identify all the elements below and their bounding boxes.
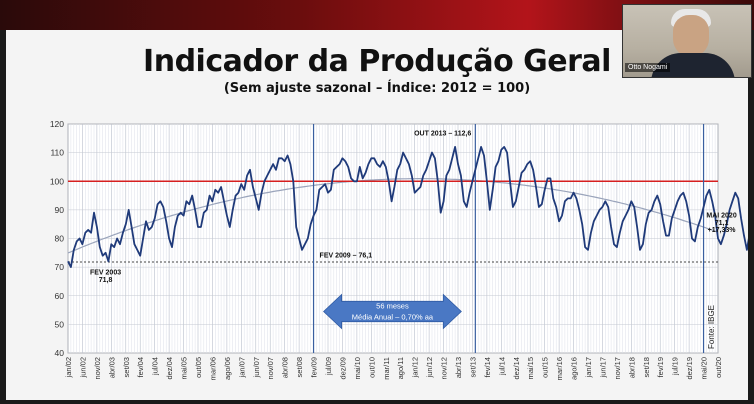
source-label: Fonte: IBGE — [707, 305, 716, 349]
x-tick-label: mai/20 — [700, 357, 709, 380]
x-tick-label: abr/08 — [281, 357, 290, 378]
y-tick-label: 70 — [55, 262, 65, 272]
x-tick-label: fev/09 — [310, 357, 319, 377]
x-tick-label: jul/04 — [151, 357, 160, 376]
x-tick-label: jul/14 — [497, 357, 506, 376]
presentation-slide: Indicador da Produção Geral (Sem ajuste … — [6, 30, 748, 400]
x-tick-label: mar/16 — [555, 357, 564, 380]
x-tick-label: jan/02 — [64, 357, 73, 378]
x-tick-label: mai/10 — [353, 357, 362, 380]
annotation-fev2009: FEV 2009 – 76,1 — [320, 252, 373, 259]
x-tick-label: dez/19 — [685, 357, 694, 380]
y-tick-label: 60 — [55, 291, 65, 301]
x-tick-label: out/15 — [541, 357, 550, 378]
y-tick-label: 100 — [50, 176, 64, 186]
y-tick-label: 40 — [55, 348, 65, 358]
x-tick-label: abr/18 — [627, 357, 636, 378]
annotation-mai2020-label: MAI 2020 — [706, 212, 736, 219]
x-tick-label: mai/05 — [180, 357, 189, 380]
x-tick-label: jul/19 — [671, 357, 680, 376]
x-tick-label: out/05 — [194, 357, 203, 378]
production-chart: 40 50 60 70 80 90 100 110 120 jan/02 jun/02 nov/02 a… — [50, 119, 748, 380]
x-tick-label: dez/04 — [165, 357, 174, 380]
x-tick-label: fev/14 — [483, 357, 492, 377]
x-tick-label: ago/06 — [223, 357, 232, 380]
x-tick-label: mar/11 — [382, 357, 391, 380]
x-tick-label: set/13 — [468, 357, 477, 377]
trend-line — [67, 178, 719, 254]
x-tick-label: jun/07 — [252, 357, 261, 378]
x-tick-label: jul/09 — [324, 357, 333, 376]
x-tick-label: nov/17 — [613, 357, 622, 380]
x-tick-label: abr/03 — [107, 357, 116, 378]
x-tick-label: set/18 — [642, 357, 651, 377]
x-tick-label: set/08 — [295, 357, 304, 377]
y-tick-label: 90 — [55, 205, 65, 215]
x-tick-label: nov/12 — [440, 357, 449, 380]
x-tick-label: jun/17 — [598, 357, 607, 378]
x-tick-label: out/20 — [714, 357, 723, 378]
x-tick-label: mar/06 — [208, 357, 217, 380]
x-tick-label: abr/13 — [454, 357, 463, 378]
x-tick-label: jan/07 — [237, 357, 246, 378]
x-tick-label: fev/04 — [136, 357, 145, 377]
x-tick-label: jan/12 — [411, 357, 420, 378]
annotation-out2013: OUT 2013 – 112,6 — [414, 130, 471, 137]
annotation-mai2020-change: +17,33% — [708, 227, 737, 234]
x-tick-label: fev/19 — [656, 357, 665, 377]
y-tick-label: 120 — [50, 119, 64, 129]
x-tick-label: jan/17 — [584, 357, 593, 378]
x-tick-label: jun/12 — [425, 357, 434, 378]
x-tick-label: dez/14 — [512, 357, 521, 380]
x-tick-label: mai/15 — [526, 357, 535, 380]
y-tick-label: 80 — [55, 234, 65, 244]
x-tick-label: set/03 — [122, 357, 131, 377]
y-tick-label: 110 — [50, 148, 64, 158]
webcam-face — [673, 15, 709, 57]
annotation-mai2020-value: 71,1 — [715, 220, 729, 227]
webcam-participant-name: Otto Nogami — [625, 63, 671, 72]
x-tick-label: nov/02 — [93, 357, 102, 380]
x-tick-label: ago/11 — [396, 357, 405, 379]
chart-title: Indicador da Produção Geral — [143, 44, 611, 79]
series-line-producao — [67, 146, 748, 268]
chart-subtitle: (Sem ajuste sazonal – Índice: 2012 = 100… — [223, 81, 531, 96]
x-tick-label: dez/09 — [338, 357, 347, 380]
x-tick-label: jun/02 — [78, 357, 87, 378]
x-tick-label: out/10 — [367, 357, 376, 378]
y-tick-label: 50 — [55, 319, 65, 329]
annotation-fev2003-value: 71,8 — [99, 277, 113, 284]
arrow-label-months: 56 meses — [376, 301, 409, 310]
x-tick-label: nov/07 — [266, 357, 275, 380]
annotation-fev2003-label: FEV 2003 — [90, 270, 121, 277]
x-tick-label: ago/16 — [570, 357, 579, 380]
arrow-label-average: Média Anual – 0,70% aa — [352, 312, 434, 321]
duration-arrow — [323, 293, 462, 330]
webcam-video[interactable]: Otto Nogami — [622, 4, 752, 78]
